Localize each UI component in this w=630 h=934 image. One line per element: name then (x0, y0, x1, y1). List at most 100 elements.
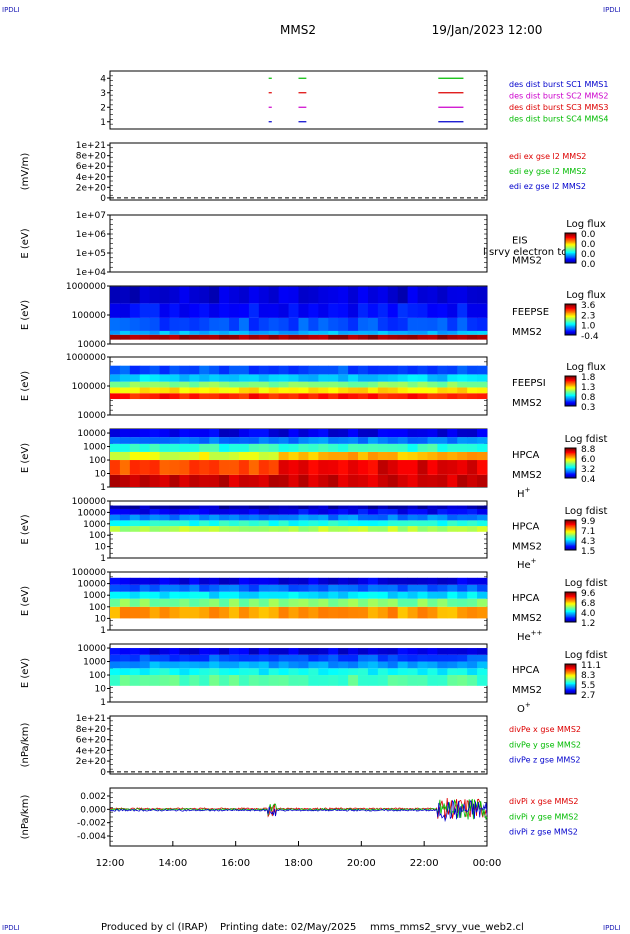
spectrogram-cell (238, 508, 250, 515)
colorbar-swatch (565, 689, 576, 691)
colorbar-swatch (565, 240, 576, 243)
corner-mark-bottom-left: IPDLI (2, 924, 20, 932)
spectrogram-cell (288, 648, 299, 655)
spectrogram-cell (199, 374, 210, 382)
spectrogram-cell (159, 460, 170, 475)
y-tick-label: 4e+20 (76, 173, 107, 183)
spectrogram-cell (268, 334, 280, 340)
spectrogram-cell (209, 429, 220, 438)
spectrogram-cell (387, 606, 399, 619)
spectrogram-cell (149, 429, 161, 438)
spectrogram-cell (447, 648, 458, 655)
spectrogram-cell (358, 526, 369, 532)
spectrogram-cell (477, 591, 488, 599)
spectrogram-cell (298, 443, 309, 452)
spectrogram-cell (219, 474, 230, 487)
spectrogram-cell (417, 365, 428, 375)
spectrogram-cell (298, 474, 309, 487)
colorbar-swatch (565, 388, 576, 391)
spectrogram-cell (457, 648, 468, 655)
spectrogram-cell (367, 387, 379, 394)
spectrogram-cell (209, 654, 220, 662)
spectrogram-cell (119, 374, 131, 382)
colorbar-swatch (565, 314, 576, 316)
spectrogram-cell (189, 505, 200, 509)
spectrogram-cell (238, 317, 250, 331)
spectrogram-cell (457, 429, 468, 438)
spectrogram-cell (179, 606, 190, 619)
spectrogram-cell (278, 675, 289, 686)
spectrogram-cell (129, 393, 141, 400)
spectrogram-cell (179, 365, 190, 375)
spectrogram-cell (427, 393, 438, 400)
spectrogram-cell (427, 334, 438, 340)
colorbar-swatch (565, 525, 576, 527)
spectrogram-cell (338, 286, 349, 304)
spectrogram-cell (397, 429, 409, 438)
spectrogram-cell (229, 393, 240, 400)
spectrogram-cell (397, 451, 409, 461)
x-tick-label: 16:00 (221, 858, 250, 869)
colorbar-tick-label: 0.0 (581, 240, 596, 250)
spectrogram-cell (457, 577, 468, 585)
spectrogram-cell (358, 451, 369, 461)
spectrogram-cell (348, 474, 359, 487)
spectrogram-cell (298, 654, 309, 662)
spectrogram-cell (348, 654, 359, 662)
spectrogram-cell (129, 598, 141, 607)
spectrogram-cell (139, 508, 151, 515)
spectrogram-cell (348, 381, 359, 388)
colorbar-swatch (565, 459, 576, 461)
spectrogram-cell (288, 526, 299, 532)
spectrogram-cell (318, 365, 329, 375)
spectrogram-cell (169, 334, 180, 340)
spectrogram-cell (268, 668, 280, 676)
spectrogram-cell (238, 330, 250, 335)
spectrogram-cell (199, 443, 210, 452)
spectrogram-cell (447, 505, 458, 509)
spectrogram-cell (219, 437, 230, 444)
spectrogram-cell (288, 429, 299, 438)
spectrogram-cell (119, 598, 131, 607)
y-tick-label: -0.002 (77, 819, 106, 829)
spectrogram-cell (209, 526, 220, 532)
spectrogram-cell (129, 374, 141, 382)
spectrogram-cell (427, 330, 438, 335)
spectrogram-cell (288, 508, 299, 515)
spectrogram-cell (377, 437, 389, 444)
spectrogram-cell (318, 505, 329, 509)
colorbar-swatch (565, 605, 576, 608)
spectrogram-cell (129, 365, 141, 375)
colorbar-swatch (565, 677, 576, 680)
y-tick-label: -0.004 (77, 832, 106, 842)
colorbar-swatch (565, 391, 576, 393)
spectrogram-cell (348, 429, 359, 438)
spectrogram-cell (278, 648, 289, 655)
spectrogram-cell (248, 505, 260, 509)
spectrogram-cell (199, 437, 210, 444)
spectrogram-cell (397, 374, 409, 382)
colorbar-swatch (565, 316, 576, 319)
colorbar-swatch (565, 233, 576, 235)
spectrogram-cell (377, 330, 389, 335)
spectrogram-cell (139, 381, 151, 388)
spectrogram-cell (258, 514, 270, 521)
spectrogram-cell (367, 661, 379, 669)
spectrogram-cell (417, 606, 428, 619)
spectrogram-cell (387, 460, 399, 475)
spectrogram-cell (169, 675, 180, 686)
spectrogram-cell (278, 661, 289, 669)
spectrogram-cell (298, 334, 309, 340)
spectrogram-cell (129, 520, 141, 527)
y-tick-label: 1e+21 (76, 714, 106, 724)
spectrogram-cell (229, 317, 240, 331)
spectrogram-cell (457, 508, 468, 515)
y-tick-label: 0 (100, 768, 106, 778)
spectrogram-cell (338, 577, 349, 585)
spectrogram-cell (308, 451, 319, 461)
spectrogram-cell (278, 474, 289, 487)
spectrogram-cell (358, 460, 369, 475)
spectrogram-cell (169, 437, 180, 444)
y-tick-label: 6e+20 (76, 736, 107, 746)
